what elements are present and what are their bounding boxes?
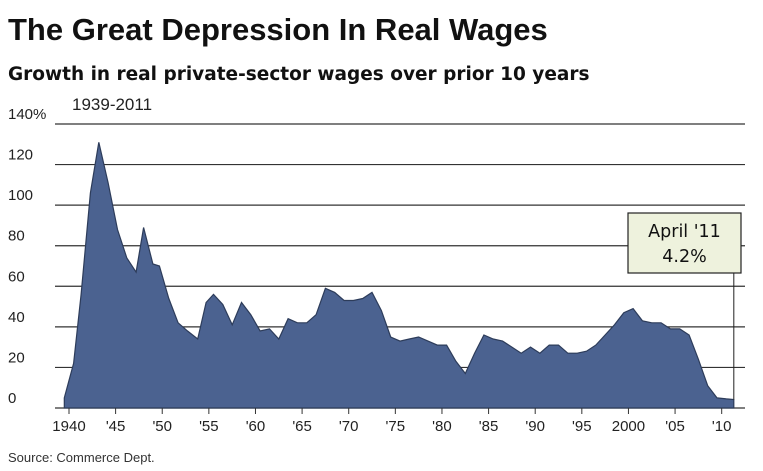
y-tick-label: 60 [8,268,25,285]
callout-label: April '11 [648,222,721,242]
y-axis-ticks: 140% 120 100 80 60 40 20 0 [8,106,46,407]
callout-value: 4.2% [662,247,706,267]
x-axis-ticks: 1940 '45 '50 '55 '60 '65 '70 '75 '80 '85 '90 '95 200… [52,408,731,435]
x-tick-label: '95 [572,418,592,435]
x-tick-label: '80 [432,418,452,435]
x-tick-label: '50 [152,418,172,435]
y-tick-label: 120 [8,147,33,164]
y-tick-label: 80 [8,228,25,245]
x-tick-label: 1940 [52,418,85,435]
source-note: Source: Commerce Dept. [8,450,155,465]
x-tick-label: '60 [246,418,266,435]
wage-growth-area [63,142,735,409]
x-tick-label: '55 [199,418,219,435]
y-tick-label: 140% [8,106,46,123]
y-tick-label: 20 [8,349,25,366]
y-tick-label: 100 [8,187,33,204]
chart-title: The Great Depression In Real Wages [8,12,548,47]
x-tick-label: '70 [339,418,359,435]
x-tick-label: '65 [292,418,312,435]
y-tick-label: 40 [8,309,25,326]
x-tick-label: 2000 [612,418,645,435]
x-tick-label: '75 [386,418,406,435]
x-tick-label: '90 [525,418,545,435]
callout-box [627,212,742,274]
x-tick-label: '85 [479,418,499,435]
y-tick-label: 0 [8,390,16,407]
x-tick-label: '05 [665,418,685,435]
date-range-label: 1939-2011 [72,95,152,114]
x-tick-label: '45 [106,418,126,435]
chart-subtitle: Growth in real private-sector wages over… [8,64,590,85]
x-tick-label: '10 [712,418,732,435]
